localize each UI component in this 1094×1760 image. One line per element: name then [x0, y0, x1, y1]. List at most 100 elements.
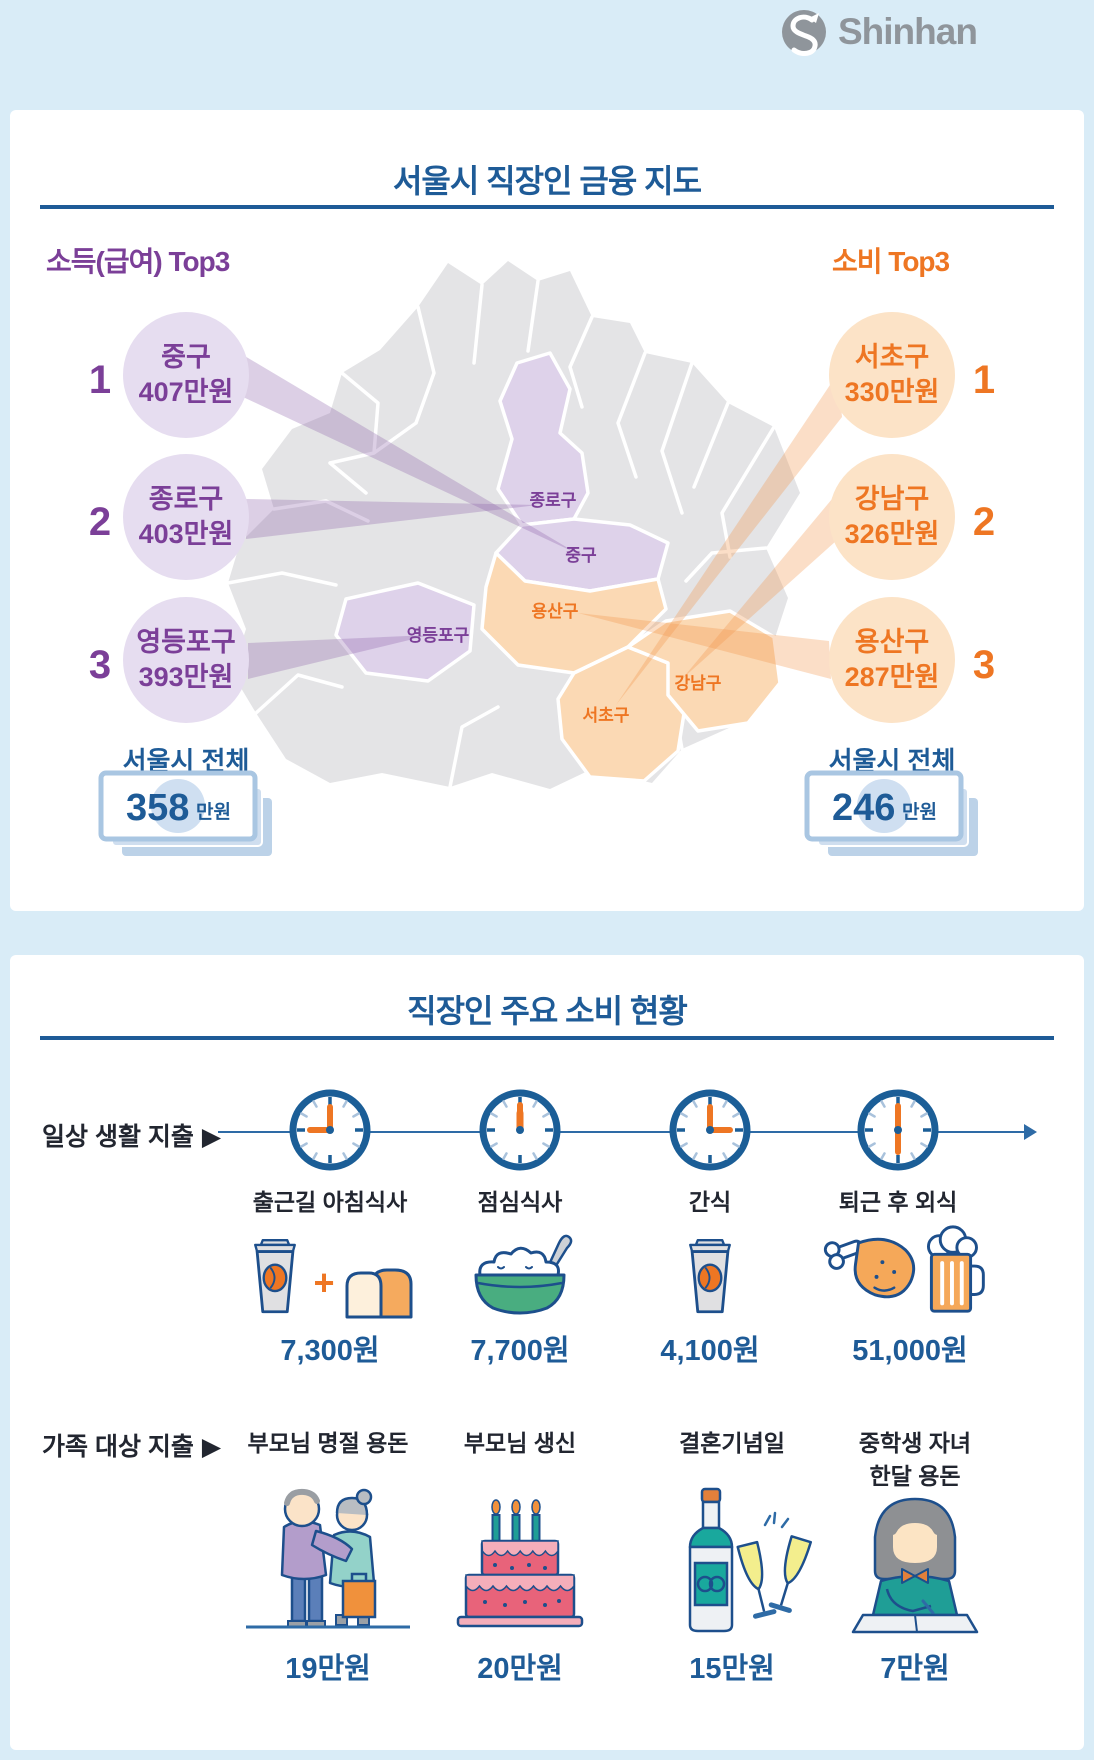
spending-total-unit: 만원 — [902, 801, 937, 823]
family-expense-row-label: 가족 대상 지출 ▶ — [42, 1427, 221, 1463]
income-beam-jongno — [246, 499, 538, 539]
spending-bubble-1: 서초구 330만원 — [829, 312, 955, 438]
income-beam-yeongdeungpo — [248, 635, 430, 679]
child-allowance-icon-group — [785, 1467, 1045, 1635]
income-amount-2: 403만원 — [138, 518, 234, 549]
spending-district-1: 서초구 — [854, 342, 930, 373]
shinhan-logo: Shinhan — [780, 8, 978, 56]
spending-rank-3: 3 — [972, 643, 996, 687]
birthday-cake-icon — [456, 1499, 584, 1628]
family-price-2: 20만원 — [477, 1653, 563, 1685]
income-total-unit: 만원 — [196, 801, 231, 823]
district-jongno — [496, 351, 590, 527]
income-top3-heading: 소득(급여) Top3 — [46, 246, 230, 277]
map-label-jung: 중구 — [565, 546, 597, 565]
rice-bowl-icon — [474, 1234, 573, 1315]
income-district-3: 영등포구 — [136, 627, 236, 658]
family-price-4: 7만원 — [880, 1653, 950, 1685]
spending-amount-3: 287만원 — [844, 661, 940, 692]
spending-card-divider — [40, 1036, 1054, 1040]
income-amount-3: 393만원 — [138, 661, 234, 692]
spending-beam-seocho — [616, 373, 842, 705]
spending-top3-heading: 소비 Top3 — [832, 246, 950, 277]
daily-price-2: 7,700원 — [470, 1335, 570, 1367]
income-bubble-3: 영등포구 393만원 — [123, 597, 249, 723]
income-banknote-icon: 358 만원 — [98, 770, 272, 856]
daily-item-label-3: 간식 — [688, 1189, 732, 1215]
dinner-icon-group — [782, 1223, 1022, 1319]
map-label-yeongdeungpo: 영등포구 — [407, 626, 470, 645]
financial-map-card: 서울시 직장인 금융 지도 소득(급여) Top3 소비 Top3 종로 — [10, 110, 1084, 911]
right-triangle-icon: ▶ — [201, 1433, 222, 1461]
elderly-couple-icon — [246, 1488, 410, 1629]
lunch-icon-group — [400, 1223, 640, 1319]
income-total-value: 358 — [126, 787, 189, 829]
plus-icon: + — [313, 1262, 335, 1303]
clock-9am-icon — [289, 1089, 371, 1171]
daily-item-label-1: 출근길 아침식사 — [252, 1189, 408, 1215]
spending-card-title: 직장인 주요 소비 현황 — [407, 993, 688, 1029]
income-bubble-2: 종로구 403만원 — [123, 454, 249, 580]
map-label-gangnam: 강남구 — [675, 674, 722, 693]
beer-mug-icon — [926, 1225, 985, 1313]
income-bubble-1: 중구 407만원 — [123, 312, 249, 438]
district-yeongdeungpo — [334, 581, 476, 683]
family-item-label-2: 부모님 생신 — [463, 1430, 577, 1456]
daily-price-3: 4,100원 — [660, 1335, 760, 1367]
clock-6pm-icon — [857, 1089, 939, 1171]
spending-bubble-2: 강남구 326만원 — [829, 454, 955, 580]
breakfast-icon-group: + — [210, 1223, 450, 1319]
family-item-label-4-line2: 한달 용돈 — [869, 1463, 961, 1490]
bread-icon — [345, 1268, 413, 1319]
champagne-glass-icon — [736, 1540, 777, 1619]
income-rank-1: 1 — [88, 358, 112, 402]
spending-rank-2: 2 — [972, 500, 996, 544]
map-label-yongsan: 용산구 — [532, 602, 579, 621]
family-price-3: 15만원 — [689, 1653, 775, 1685]
family-item-label-3: 결혼기념일 — [679, 1430, 785, 1456]
spending-rank-1: 1 — [972, 358, 996, 402]
snack-icon-group — [590, 1223, 830, 1319]
spending-status-card: 직장인 주요 소비 현황 일상 생활 지출 ▶ — [10, 955, 1084, 1750]
coffee-cup-icon — [254, 1239, 297, 1314]
anniversary-icon-group — [602, 1467, 862, 1635]
daily-price-1: 7,300원 — [280, 1335, 380, 1367]
income-amount-1: 407만원 — [138, 376, 234, 407]
map-card-divider — [40, 205, 1054, 209]
district-borders — [226, 279, 776, 789]
family-price-1: 19만원 — [285, 1653, 371, 1685]
studying-child-icon — [851, 1497, 979, 1634]
income-rank-3: 3 — [88, 643, 112, 687]
spending-district-3: 용산구 — [854, 627, 930, 658]
chicken-and-beer-icon — [823, 1225, 985, 1313]
spending-amount-1: 330만원 — [844, 376, 940, 407]
daily-item-label-2: 점심식사 — [477, 1189, 563, 1215]
parents-birthday-icon-group — [390, 1467, 650, 1635]
income-district-1: 중구 — [161, 342, 211, 373]
map-label-seocho: 서초구 — [583, 706, 630, 725]
parents-holiday-icon-group — [198, 1467, 458, 1635]
spending-beam-yongsan — [578, 613, 831, 679]
coffee-cup-icon — [689, 1239, 731, 1314]
clock-12pm-icon — [479, 1089, 561, 1171]
shinhan-symbol-icon — [782, 10, 826, 56]
shinhan-logo-text: Shinhan — [838, 11, 978, 52]
family-item-label-4-line1: 중학생 자녀 — [858, 1430, 972, 1456]
income-beam-jung — [243, 355, 578, 554]
champagne-toast-icon — [688, 1487, 812, 1633]
map-card-title: 서울시 직장인 금융 지도 — [392, 163, 702, 199]
income-district-2: 종로구 — [148, 484, 224, 515]
spending-amount-2: 326만원 — [844, 518, 940, 549]
family-item-label-1: 부모님 명절 용돈 — [247, 1430, 409, 1456]
spending-bubble-3: 용산구 287만원 — [829, 597, 955, 723]
spending-district-2: 강남구 — [854, 484, 930, 515]
daily-price-4: 51,000원 — [852, 1335, 968, 1367]
right-triangle-icon: ▶ — [201, 1123, 222, 1151]
spending-total-value: 246 — [832, 787, 895, 829]
daily-expense-row-label: 일상 생활 지출 ▶ — [42, 1117, 221, 1153]
family-expense-label-text: 가족 대상 지출 — [42, 1433, 194, 1461]
district-gangnam — [626, 609, 782, 733]
clock-3pm-icon — [669, 1089, 751, 1171]
champagne-glass-icon — [768, 1535, 812, 1613]
